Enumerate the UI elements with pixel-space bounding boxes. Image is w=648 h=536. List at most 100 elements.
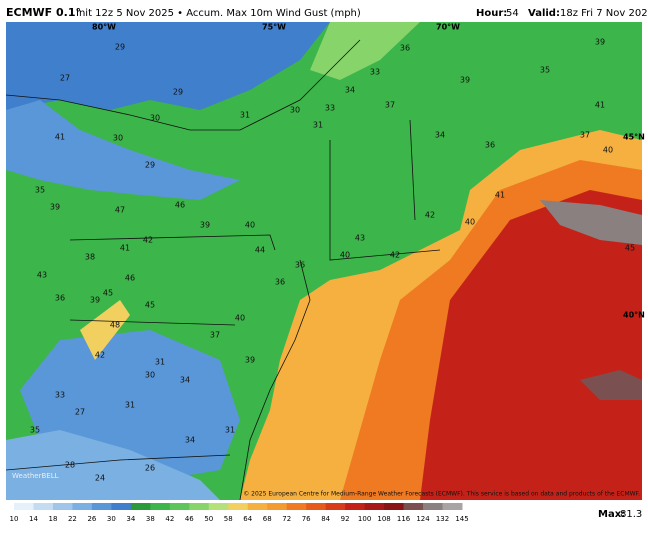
- title: ECMWF 0.1°: [6, 6, 81, 19]
- colorbar-label: 10: [10, 515, 19, 523]
- station-value: 24: [95, 474, 105, 483]
- station-value: 33: [55, 391, 65, 400]
- colorbar-swatch: [52, 503, 73, 510]
- colorbar-swatch: [14, 503, 34, 510]
- station-value: 45: [145, 301, 155, 310]
- colorbar-label: 145: [455, 515, 468, 523]
- colorbar-label: 22: [68, 515, 77, 523]
- lon-label: 80°W: [92, 23, 116, 32]
- station-value: 43: [37, 271, 47, 280]
- lon-label: 75°W: [262, 23, 286, 32]
- credit: © 2025 European Centre for Medium-Range …: [243, 491, 640, 498]
- colorbar-swatch: [150, 503, 171, 510]
- station-value: 40: [603, 146, 613, 155]
- station-value: 47: [115, 206, 125, 215]
- station-value: 42: [390, 251, 400, 260]
- colorbar-label: 58: [224, 515, 233, 523]
- max-value: 81.3: [620, 509, 642, 520]
- station-value: 36: [275, 278, 285, 287]
- colorbar-label: 132: [436, 515, 449, 523]
- colorbar-swatch: [208, 503, 229, 510]
- station-value: 45: [103, 289, 113, 298]
- colorbar-label: 46: [185, 515, 194, 523]
- colorbar-label: 34: [126, 515, 135, 523]
- colorbar-label: 38: [146, 515, 155, 523]
- watermark: WeatherBELL: [12, 472, 59, 480]
- station-value: 35: [540, 66, 550, 75]
- station-value: 37: [385, 101, 395, 110]
- station-value: 35: [35, 186, 45, 195]
- station-value: 46: [125, 274, 135, 283]
- station-value: 40: [465, 218, 475, 227]
- colorbar-swatch: [91, 503, 112, 510]
- station-value: 27: [75, 408, 85, 417]
- lat-label: 40°N: [623, 311, 645, 320]
- colorbar-label: 14: [29, 515, 38, 523]
- station-value: 29: [115, 43, 125, 52]
- colorbar-swatch: [189, 503, 210, 510]
- station-value: 38: [85, 253, 95, 262]
- station-value: 40: [235, 314, 245, 323]
- colorbar-label: 26: [87, 515, 96, 523]
- station-value: 31: [155, 358, 165, 367]
- station-value: 42: [95, 351, 105, 360]
- colorbar-label: 18: [48, 515, 57, 523]
- station-value: 34: [435, 131, 445, 140]
- lon-label: 70°W: [436, 23, 460, 32]
- colorbar: 10 14 18 22 26 30 34 38 42 46 50 58 64 68 72 76 84 92 100 1…: [10, 503, 469, 523]
- colorbar-swatch: [72, 503, 93, 510]
- colorbar-label: 50: [204, 515, 213, 523]
- station-value: 34: [185, 436, 195, 445]
- station-value: 26: [145, 464, 155, 473]
- colorbar-swatch: [111, 503, 132, 510]
- station-value: 39: [595, 38, 605, 47]
- max-label: Max:: [598, 509, 625, 520]
- colorbar-swatch: [325, 503, 346, 510]
- station-value: 37: [210, 331, 220, 340]
- station-value: 31: [313, 121, 323, 130]
- station-value: 31: [225, 426, 235, 435]
- colorbar-label: 116: [397, 515, 411, 523]
- colorbar-label: 92: [341, 515, 350, 523]
- colorbar-swatch: [169, 503, 190, 510]
- station-value: 41: [55, 133, 65, 142]
- colorbar-label: 100: [358, 515, 371, 523]
- hour: 54: [506, 8, 519, 19]
- station-value: 42: [143, 236, 153, 245]
- map: 80°W 75°W 70°W 45°N 40°N WeatherBELL © 2…: [6, 22, 645, 500]
- colorbar-label: 124: [416, 515, 430, 523]
- colorbar-swatch: [247, 503, 268, 510]
- station-value: 41: [120, 244, 130, 253]
- station-value: 39: [200, 221, 210, 230]
- colorbar-swatch: [345, 503, 366, 510]
- station-value: 46: [175, 201, 185, 210]
- colorbar-swatch: [267, 503, 288, 510]
- station-value: 33: [370, 68, 380, 77]
- station-value: 31: [125, 401, 135, 410]
- station-value: 34: [345, 86, 355, 95]
- station-value: 45: [625, 244, 635, 253]
- station-value: 39: [50, 203, 60, 212]
- station-value: 39: [245, 356, 255, 365]
- colorbar-swatch: [442, 503, 463, 510]
- subtitle: Init 12z 5 Nov 2025 • Accum. Max 10m Win…: [76, 8, 361, 19]
- station-value: 39: [90, 296, 100, 305]
- colorbar-label: 64: [243, 515, 252, 523]
- colorbar-swatch: [364, 503, 385, 510]
- colorbar-label: 30: [107, 515, 116, 523]
- colorbar-label: 76: [302, 515, 311, 523]
- station-value: 27: [60, 74, 70, 83]
- colorbar-swatch: [228, 503, 249, 510]
- station-value: 41: [495, 191, 505, 200]
- station-value: 48: [110, 321, 120, 330]
- colorbar-swatch: [306, 503, 327, 510]
- colorbar-swatch: [286, 503, 307, 510]
- station-value: 30: [113, 134, 123, 143]
- colorbar-label: 108: [377, 515, 390, 523]
- station-value: 29: [173, 88, 183, 97]
- colorbar-label: 72: [282, 515, 291, 523]
- valid: 18z Fri 7 Nov 2025: [560, 8, 648, 19]
- lat-label: 45°N: [623, 133, 645, 142]
